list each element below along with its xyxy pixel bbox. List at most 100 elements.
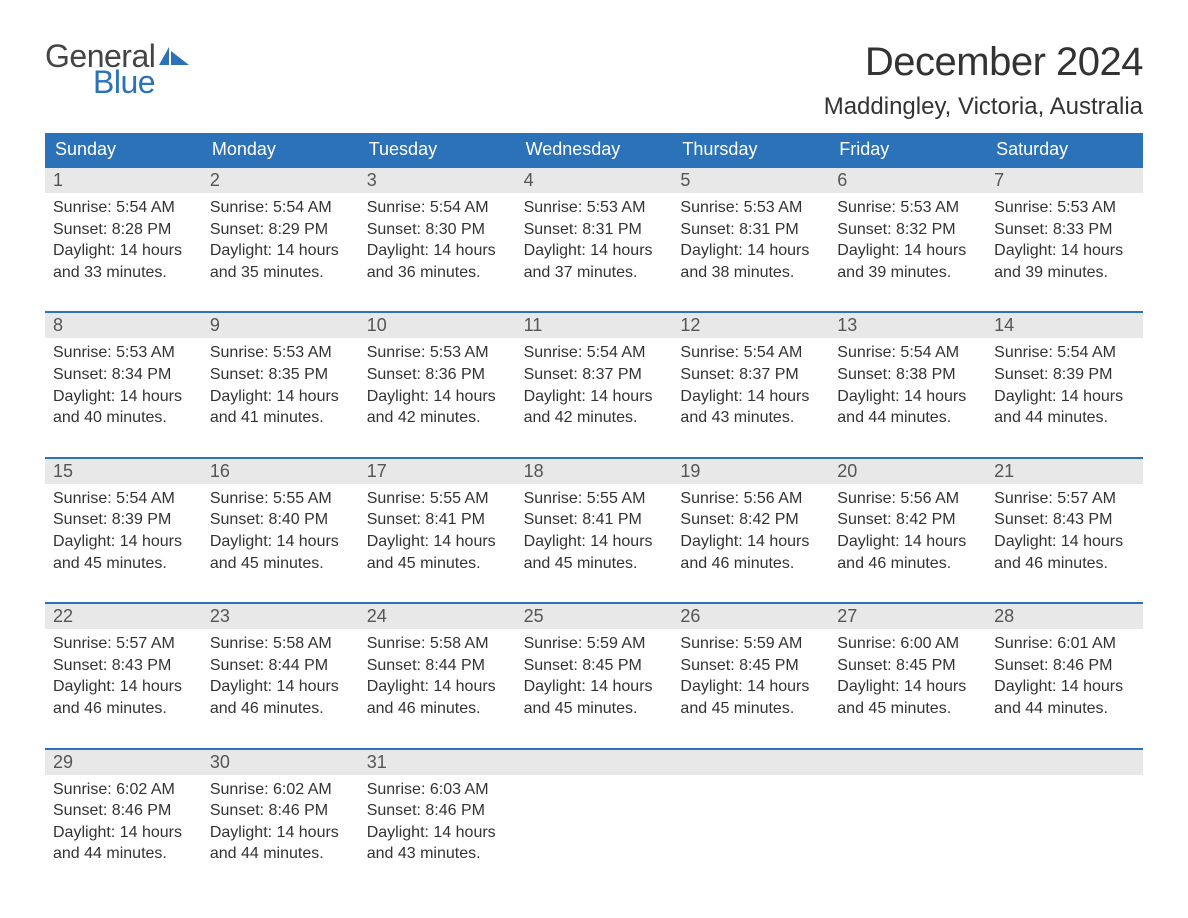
day-number: 14 (986, 313, 1143, 338)
day-number: 4 (516, 168, 673, 193)
weekday-header: Saturday (986, 133, 1143, 166)
sunset-text: Sunset: 8:37 PM (524, 364, 665, 386)
day-cell: 16Sunrise: 5:55 AMSunset: 8:40 PMDayligh… (202, 459, 359, 580)
sunrise-text: Sunrise: 5:55 AM (210, 488, 351, 510)
sunrise-text: Sunrise: 5:55 AM (367, 488, 508, 510)
sunrise-text: Sunrise: 5:58 AM (367, 633, 508, 655)
sunset-text: Sunset: 8:31 PM (680, 219, 821, 241)
day-details: Sunrise: 5:55 AMSunset: 8:40 PMDaylight:… (202, 484, 359, 574)
calendar: SundayMondayTuesdayWednesdayThursdayFrid… (45, 133, 1143, 871)
day-details: Sunrise: 5:58 AMSunset: 8:44 PMDaylight:… (359, 629, 516, 719)
day-cell: 11Sunrise: 5:54 AMSunset: 8:37 PMDayligh… (516, 313, 673, 434)
day-cell (516, 750, 673, 871)
day-details: Sunrise: 5:53 AMSunset: 8:31 PMDaylight:… (516, 193, 673, 283)
day-number: 21 (986, 459, 1143, 484)
sunset-text: Sunset: 8:39 PM (994, 364, 1135, 386)
day-cell: 24Sunrise: 5:58 AMSunset: 8:44 PMDayligh… (359, 604, 516, 725)
day-details: Sunrise: 6:00 AMSunset: 8:45 PMDaylight:… (829, 629, 986, 719)
day-cell: 20Sunrise: 5:56 AMSunset: 8:42 PMDayligh… (829, 459, 986, 580)
day-details: Sunrise: 5:54 AMSunset: 8:38 PMDaylight:… (829, 338, 986, 428)
day-cell: 13Sunrise: 5:54 AMSunset: 8:38 PMDayligh… (829, 313, 986, 434)
daylight-text-1: Daylight: 14 hours (524, 386, 665, 408)
daylight-text-2: and 44 minutes. (994, 407, 1135, 429)
day-cell: 4Sunrise: 5:53 AMSunset: 8:31 PMDaylight… (516, 168, 673, 289)
daylight-text-2: and 37 minutes. (524, 262, 665, 284)
day-details: Sunrise: 5:53 AMSunset: 8:31 PMDaylight:… (672, 193, 829, 283)
sunrise-text: Sunrise: 5:59 AM (680, 633, 821, 655)
day-cell: 18Sunrise: 5:55 AMSunset: 8:41 PMDayligh… (516, 459, 673, 580)
daylight-text-1: Daylight: 14 hours (994, 240, 1135, 262)
daylight-text-2: and 42 minutes. (524, 407, 665, 429)
day-details: Sunrise: 5:55 AMSunset: 8:41 PMDaylight:… (359, 484, 516, 574)
day-number (986, 750, 1143, 775)
sunrise-text: Sunrise: 5:53 AM (994, 197, 1135, 219)
daylight-text-2: and 46 minutes. (994, 553, 1135, 575)
day-number: 19 (672, 459, 829, 484)
daylight-text-2: and 43 minutes. (680, 407, 821, 429)
day-cell: 3Sunrise: 5:54 AMSunset: 8:30 PMDaylight… (359, 168, 516, 289)
day-number (829, 750, 986, 775)
week-row: 15Sunrise: 5:54 AMSunset: 8:39 PMDayligh… (45, 457, 1143, 580)
sunset-text: Sunset: 8:45 PM (680, 655, 821, 677)
daylight-text-1: Daylight: 14 hours (837, 386, 978, 408)
day-cell: 2Sunrise: 5:54 AMSunset: 8:29 PMDaylight… (202, 168, 359, 289)
day-cell (672, 750, 829, 871)
day-details: Sunrise: 5:54 AMSunset: 8:29 PMDaylight:… (202, 193, 359, 283)
day-number: 25 (516, 604, 673, 629)
day-number: 13 (829, 313, 986, 338)
daylight-text-1: Daylight: 14 hours (994, 386, 1135, 408)
sunrise-text: Sunrise: 5:53 AM (680, 197, 821, 219)
sunrise-text: Sunrise: 6:02 AM (210, 779, 351, 801)
daylight-text-2: and 40 minutes. (53, 407, 194, 429)
day-cell: 31Sunrise: 6:03 AMSunset: 8:46 PMDayligh… (359, 750, 516, 871)
day-number: 31 (359, 750, 516, 775)
daylight-text-1: Daylight: 14 hours (210, 386, 351, 408)
sunrise-text: Sunrise: 5:57 AM (994, 488, 1135, 510)
day-number (516, 750, 673, 775)
daylight-text-2: and 44 minutes. (994, 698, 1135, 720)
daylight-text-2: and 45 minutes. (53, 553, 194, 575)
weekday-header: Wednesday (516, 133, 673, 166)
day-number: 10 (359, 313, 516, 338)
daylight-text-2: and 45 minutes. (524, 553, 665, 575)
daylight-text-1: Daylight: 14 hours (837, 531, 978, 553)
daylight-text-1: Daylight: 14 hours (367, 531, 508, 553)
day-cell: 29Sunrise: 6:02 AMSunset: 8:46 PMDayligh… (45, 750, 202, 871)
weekday-header: Monday (202, 133, 359, 166)
weekday-header: Tuesday (359, 133, 516, 166)
day-number: 11 (516, 313, 673, 338)
day-details: Sunrise: 5:59 AMSunset: 8:45 PMDaylight:… (672, 629, 829, 719)
sunset-text: Sunset: 8:43 PM (994, 509, 1135, 531)
sunset-text: Sunset: 8:46 PM (367, 800, 508, 822)
day-details: Sunrise: 5:54 AMSunset: 8:37 PMDaylight:… (672, 338, 829, 428)
day-cell: 5Sunrise: 5:53 AMSunset: 8:31 PMDaylight… (672, 168, 829, 289)
daylight-text-2: and 45 minutes. (524, 698, 665, 720)
sunset-text: Sunset: 8:46 PM (210, 800, 351, 822)
week-row: 22Sunrise: 5:57 AMSunset: 8:43 PMDayligh… (45, 602, 1143, 725)
daylight-text-1: Daylight: 14 hours (210, 676, 351, 698)
day-details: Sunrise: 5:54 AMSunset: 8:28 PMDaylight:… (45, 193, 202, 283)
day-cell: 12Sunrise: 5:54 AMSunset: 8:37 PMDayligh… (672, 313, 829, 434)
sunset-text: Sunset: 8:45 PM (524, 655, 665, 677)
day-number: 24 (359, 604, 516, 629)
daylight-text-1: Daylight: 14 hours (680, 386, 821, 408)
day-details: Sunrise: 5:53 AMSunset: 8:35 PMDaylight:… (202, 338, 359, 428)
daylight-text-1: Daylight: 14 hours (367, 822, 508, 844)
sunrise-text: Sunrise: 5:54 AM (680, 342, 821, 364)
logo-word-blue: Blue (93, 66, 193, 98)
day-details: Sunrise: 6:02 AMSunset: 8:46 PMDaylight:… (202, 775, 359, 865)
daylight-text-1: Daylight: 14 hours (994, 676, 1135, 698)
day-number: 8 (45, 313, 202, 338)
day-number: 5 (672, 168, 829, 193)
day-cell: 6Sunrise: 5:53 AMSunset: 8:32 PMDaylight… (829, 168, 986, 289)
sunrise-text: Sunrise: 5:55 AM (524, 488, 665, 510)
day-cell: 15Sunrise: 5:54 AMSunset: 8:39 PMDayligh… (45, 459, 202, 580)
sunset-text: Sunset: 8:46 PM (53, 800, 194, 822)
day-number: 3 (359, 168, 516, 193)
daylight-text-1: Daylight: 14 hours (210, 240, 351, 262)
day-number (672, 750, 829, 775)
day-cell (986, 750, 1143, 871)
sunset-text: Sunset: 8:39 PM (53, 509, 194, 531)
day-details: Sunrise: 5:57 AMSunset: 8:43 PMDaylight:… (986, 484, 1143, 574)
daylight-text-1: Daylight: 14 hours (524, 676, 665, 698)
